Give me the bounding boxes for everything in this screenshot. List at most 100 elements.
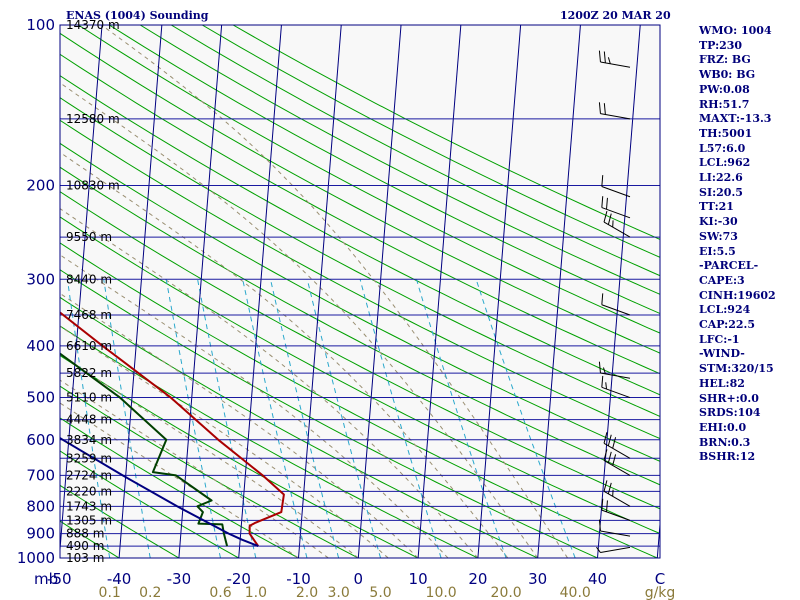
mixing-ratio-tick-label: 10.0 (426, 585, 457, 600)
wind-barb-feather (603, 103, 606, 115)
height-label: 8440 m (66, 272, 112, 286)
height-label: 103 m (66, 551, 104, 565)
pressure-tick-label: 500 (26, 389, 55, 407)
wind-barb-feather (603, 210, 608, 223)
wind-barb-feather (606, 197, 608, 210)
height-label: 3259 m (66, 451, 112, 465)
index-item: CAPE:3 (699, 273, 745, 287)
index-item: KI:-30 (699, 215, 738, 229)
wind-barb-staff (601, 509, 631, 521)
index-item: L57:6.0 (699, 141, 746, 155)
wind-barb-feather (601, 375, 604, 388)
index-item: CINH:19602 (699, 288, 776, 302)
pressure-tick-label: 700 (26, 466, 55, 484)
wind-barb-feather (601, 175, 604, 187)
isotherm (656, 518, 660, 558)
index-item: SI:20.5 (699, 185, 743, 199)
isotherm (597, 25, 641, 558)
mixing-ratio-line (416, 279, 507, 558)
wind-barb (603, 480, 631, 507)
mixing-ratio-tick-label: 5.0 (369, 585, 391, 600)
wind-barb (601, 293, 631, 316)
wind-barb-feather (607, 482, 612, 494)
wind-barb-feather (607, 434, 612, 446)
index-item: CAP:22.5 (699, 318, 756, 332)
mixing-ratio-tick-label: 2.0 (296, 585, 318, 600)
mixing-ratio-tick-label: 0.6 (209, 585, 231, 600)
dewpoint-line (60, 352, 229, 547)
height-label: 490 m (66, 539, 104, 553)
wind-barb-staff (601, 186, 631, 198)
wind-barb-feather (607, 451, 612, 464)
index-item: BSHR:12 (699, 450, 756, 464)
wind-barb-staff (600, 530, 631, 537)
index-item: WB0: BG (699, 68, 756, 82)
wind-barb (598, 519, 631, 537)
wind-barb-feather (602, 367, 606, 375)
wind-barb-feather (612, 437, 617, 449)
pressure-tick-label: 200 (26, 176, 55, 194)
temperature-tick-label: -10 (286, 570, 311, 588)
temperature-line (60, 311, 285, 547)
mixing-ratio-tick-label: 0.2 (139, 585, 161, 600)
height-label: 4448 m (66, 413, 112, 427)
index-item: MAXT:-13.3 (699, 112, 772, 126)
height-label: 1743 m (66, 499, 112, 513)
height-label: 2220 m (66, 484, 112, 498)
pressure-tick-label: 900 (26, 525, 55, 543)
temperature-tick-label: -40 (107, 570, 132, 588)
wind-barb-feather (603, 51, 606, 63)
height-label: 888 m (66, 527, 104, 541)
index-item: RH:51.7 (699, 97, 750, 111)
plot-area (60, 25, 660, 558)
stability-indices-panel: WMO: 1004 TP:230 FRZ: BG WB0: BG PW:0.08 RH:5… (699, 24, 776, 465)
index-item: HEL:82 (699, 376, 745, 390)
mixing-ratio-tick-label: 40.0 (560, 585, 591, 600)
temperature-tick-label: -20 (226, 570, 251, 588)
index-item: WMO: 1004 (699, 24, 772, 37)
index-item: SHR+:0.0 (699, 391, 759, 405)
wind-barb-feather (612, 454, 617, 466)
wind-barb (601, 196, 631, 219)
isotherm (477, 25, 522, 558)
wind-barb-feather (598, 519, 601, 532)
wind-barb (596, 546, 631, 554)
mixing-ratio-tick-label: 3.0 (328, 585, 350, 600)
wind-barb (603, 432, 631, 459)
wind-barb-feather (601, 293, 604, 305)
index-item: LFC:-1 (699, 332, 740, 346)
pressure-tick-label: 600 (26, 431, 55, 449)
wind-barb (601, 498, 631, 521)
height-label: 3834 m (66, 433, 112, 447)
height-label: 14370 m (66, 18, 120, 32)
index-item: FRZ: BG (699, 53, 751, 67)
index-item: TT:21 (699, 200, 734, 214)
pressure-unit-label: mb (34, 570, 58, 588)
wind-barb-feather (601, 498, 604, 511)
isotherm (178, 25, 223, 558)
mixing-ratio-tick-label: 0.1 (99, 585, 121, 600)
moist-adiabat (60, 402, 299, 558)
plot-background (60, 25, 660, 558)
height-label: 5822 m (66, 366, 112, 380)
isotherm (417, 25, 462, 558)
mixing-ratio-line (475, 279, 576, 558)
index-item: PW:0.08 (699, 82, 750, 96)
wind-barb-staff (600, 546, 631, 554)
wind-barb-feather (598, 50, 601, 63)
isotherm (357, 25, 402, 558)
plot-frame (59, 24, 661, 559)
index-item: EI:5.5 (699, 244, 736, 258)
temperature-tick-label: 10 (409, 570, 428, 588)
index-item: SRDS:104 (699, 406, 761, 420)
wind-barb (601, 375, 631, 399)
wind-barb (601, 175, 631, 198)
mixing-ratio-tick-label: 20.0 (491, 585, 522, 600)
height-label: 7468 m (66, 308, 112, 322)
mixing-ratio-unit-label: g/kg (645, 585, 676, 600)
wind-barb (603, 210, 631, 238)
isotherm (238, 25, 282, 558)
wind-barb-feather (607, 57, 611, 64)
index-item: TP:230 (699, 38, 743, 52)
